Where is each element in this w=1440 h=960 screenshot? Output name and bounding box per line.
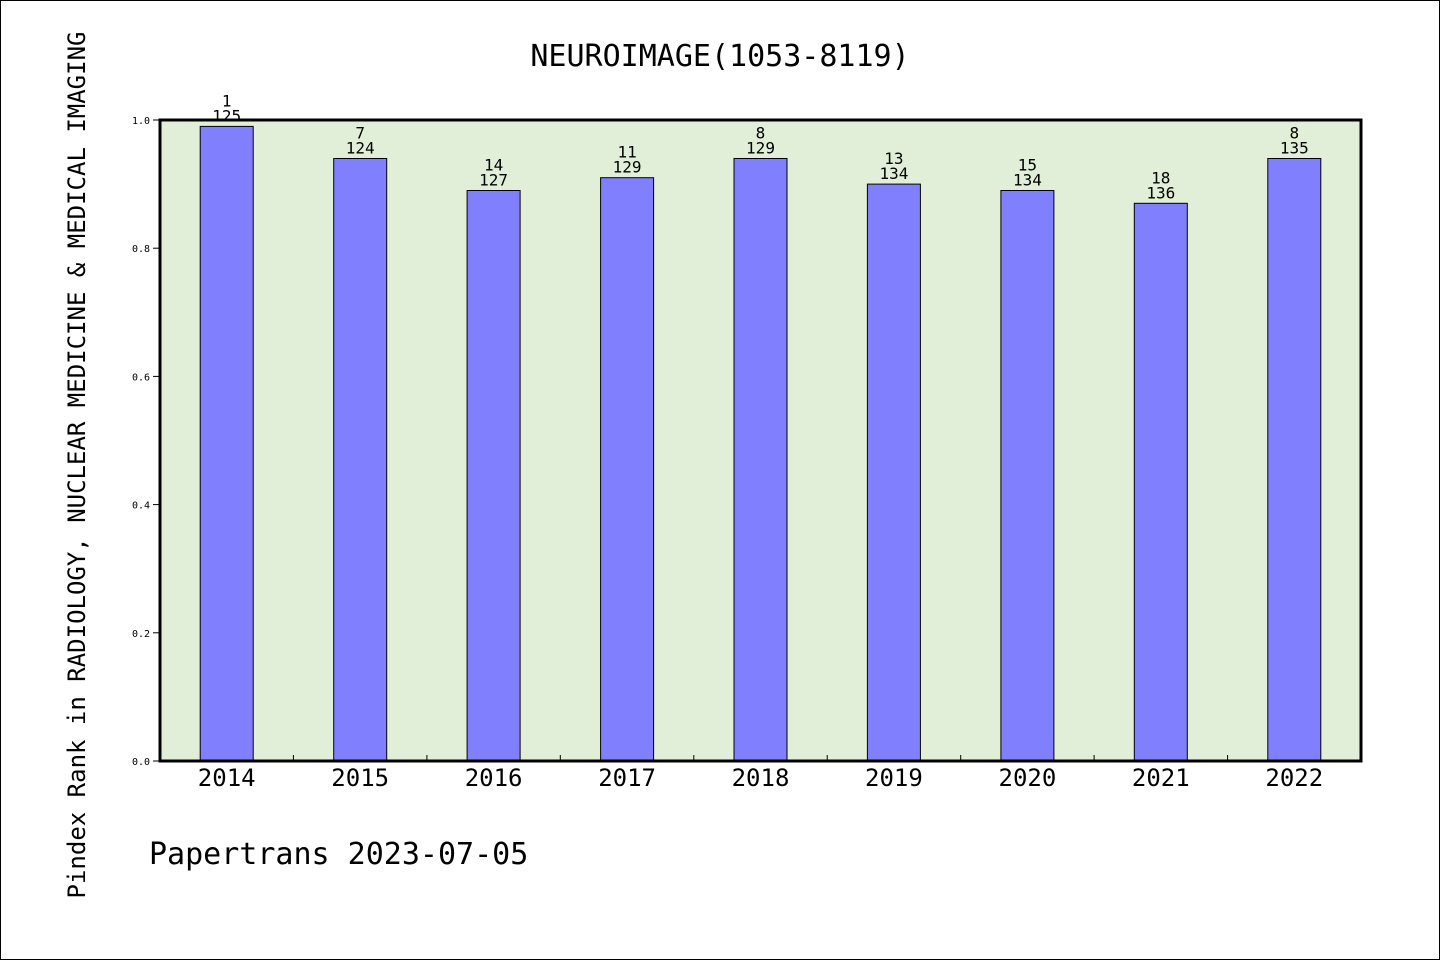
x-tick-label-2021: 2021 bbox=[1132, 764, 1190, 792]
data-label-rank-2015: 7 bbox=[355, 124, 365, 143]
data-label-rank-2017: 11 bbox=[617, 143, 636, 162]
bar-2015 bbox=[333, 158, 388, 762]
y-axis-label: Pindex Rank in RADIOLOGY, NUCLEAR MEDICI… bbox=[63, 32, 91, 899]
data-label-total-2016: 127 bbox=[479, 171, 508, 190]
bar-2014 bbox=[199, 125, 254, 762]
x-tick-label-2020: 2020 bbox=[999, 764, 1057, 792]
x-tick-label-2018: 2018 bbox=[732, 764, 790, 792]
y-tick-label-0.0: 0.0 bbox=[132, 757, 150, 768]
data-label-rank-2021: 18 bbox=[1151, 168, 1170, 187]
bar-2018 bbox=[733, 158, 788, 762]
data-label-total-2014: 125 bbox=[212, 106, 241, 125]
y-tick-label-0.2: 0.2 bbox=[132, 629, 150, 640]
data-label-rank-2022: 8 bbox=[1289, 124, 1299, 143]
x-tick-label-2022: 2022 bbox=[1265, 764, 1323, 792]
data-label-total-2020: 134 bbox=[1013, 171, 1042, 190]
bar-2017 bbox=[600, 177, 655, 762]
x-tick-label-2015: 2015 bbox=[331, 764, 389, 792]
data-label-total-2017: 129 bbox=[613, 158, 642, 177]
data-label-total-2019: 134 bbox=[879, 164, 908, 183]
x-tick-label-2016: 2016 bbox=[465, 764, 523, 792]
data-label-rank-2016: 14 bbox=[484, 156, 503, 175]
y-tick-label-0.6: 0.6 bbox=[132, 372, 150, 383]
x-tick-label-2014: 2014 bbox=[198, 764, 256, 792]
x-tick-label-2019: 2019 bbox=[865, 764, 923, 792]
data-label-total-2018: 129 bbox=[746, 139, 775, 158]
bars bbox=[199, 125, 1322, 762]
data-label-rank-2018: 8 bbox=[756, 124, 766, 143]
bar-2019 bbox=[866, 183, 921, 762]
data-labels: 2014112520157124201614127201711129201881… bbox=[132, 91, 1323, 792]
chart-title: NEUROIMAGE(1053-8119) bbox=[530, 39, 909, 74]
data-label-total-2022: 135 bbox=[1280, 139, 1309, 158]
y-tick-label-1.0: 1.0 bbox=[132, 116, 150, 127]
data-label-total-2021: 136 bbox=[1146, 183, 1175, 202]
data-label-rank-2019: 13 bbox=[884, 149, 903, 168]
bar-2021 bbox=[1133, 202, 1188, 762]
bar-2016 bbox=[466, 190, 521, 762]
footer-credit: Papertrans 2023-07-05 bbox=[149, 837, 528, 872]
y-tick-label-0.8: 0.8 bbox=[132, 244, 150, 255]
x-tick-label-2017: 2017 bbox=[598, 764, 656, 792]
data-label-rank-2014: 1 bbox=[222, 91, 232, 110]
y-tick-label-0.4: 0.4 bbox=[132, 501, 150, 512]
data-label-total-2015: 124 bbox=[346, 139, 375, 158]
data-label-rank-2020: 15 bbox=[1018, 156, 1037, 175]
plot-border bbox=[158, 118, 1363, 763]
bar-2020 bbox=[1000, 190, 1055, 762]
bar-2022 bbox=[1267, 158, 1322, 762]
